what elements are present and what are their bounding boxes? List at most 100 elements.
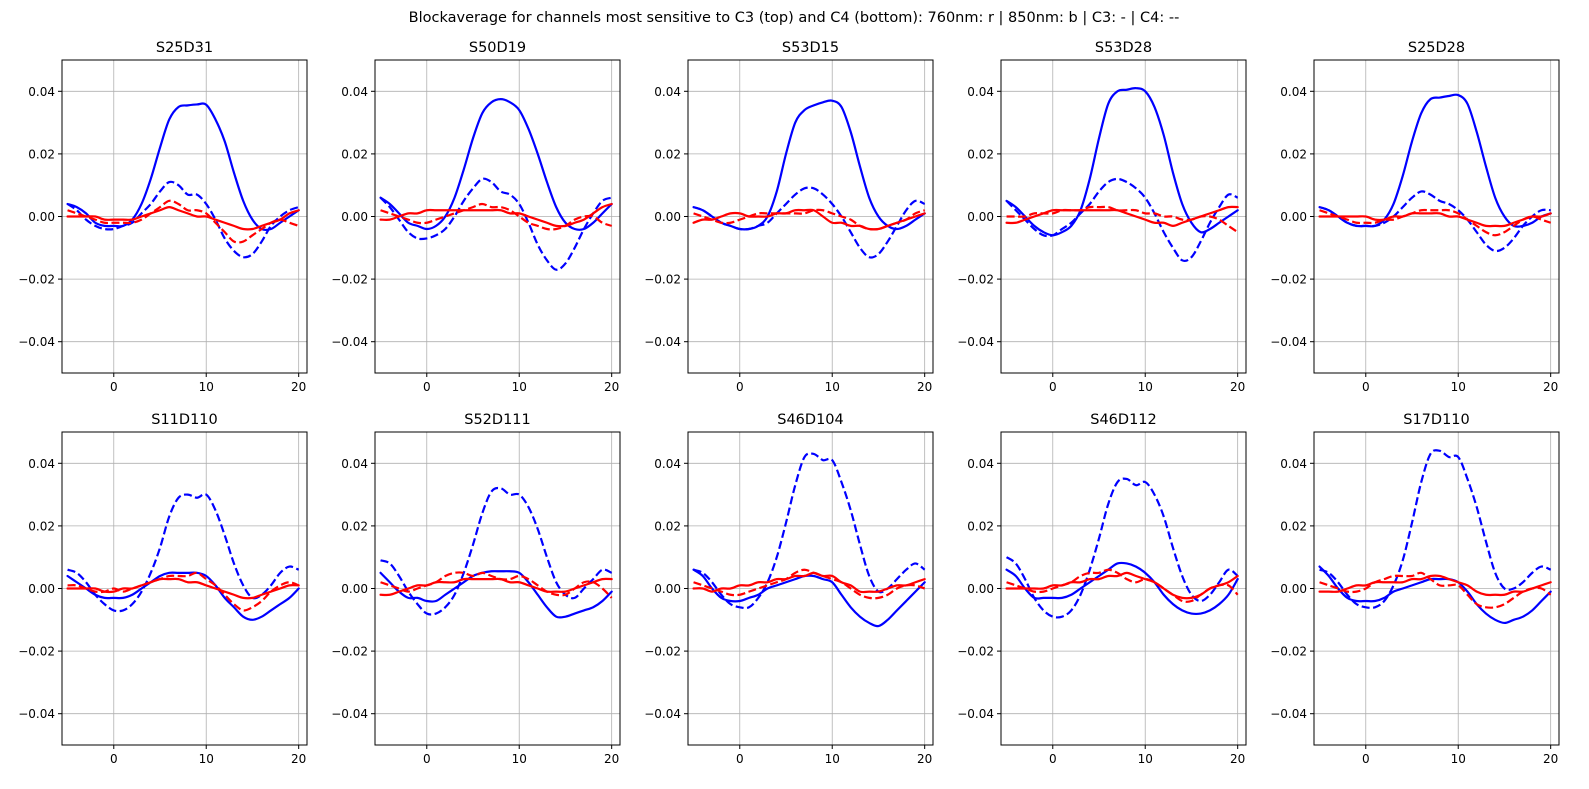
series-line-b-dashed — [1319, 449, 1552, 609]
series-group — [66, 102, 300, 259]
y-tick-label: 0.02 — [1280, 519, 1307, 533]
y-tick-label: 0.00 — [28, 582, 55, 596]
series-group — [1005, 87, 1239, 263]
x-tick-label: 20 — [1543, 380, 1558, 394]
subplot-S53D28: 0 10 20 −0.04 −0.02 0.00 0.02 0.04 S53D28 — [957, 40, 1247, 394]
x-tick-label: 20 — [604, 752, 619, 766]
subplot-S50D19: 0 10 20 −0.04 −0.02 0.00 0.02 0.04 S50D19 — [331, 40, 621, 394]
y-tick-label: 0.04 — [341, 85, 368, 99]
series-line-b-dashed — [379, 177, 613, 271]
series-line-r-dashed — [380, 571, 613, 599]
y-tick-label: −0.04 — [1270, 707, 1307, 721]
subplot-title: S53D28 — [1095, 40, 1152, 56]
x-tick-label: 0 — [110, 752, 118, 766]
y-tick-label: −0.04 — [331, 707, 368, 721]
x-tick-label: 10 — [1451, 380, 1466, 394]
x-tick-label: 10 — [1138, 752, 1153, 766]
series-line-b-dashed — [66, 180, 300, 259]
series-line-r-solid — [379, 202, 613, 228]
x-tick-label: 20 — [1230, 752, 1245, 766]
series-line-b-dashed — [693, 186, 926, 259]
x-tick-label: 10 — [1138, 380, 1153, 394]
subplot-title: S52D111 — [464, 412, 531, 428]
series-group — [692, 452, 926, 628]
y-tick-label: −0.04 — [1270, 335, 1307, 349]
series-line-b-solid — [1318, 565, 1552, 625]
series-line-b-dashed — [380, 486, 613, 616]
series-line-r-dashed — [380, 202, 613, 231]
y-tick-label: 0.00 — [341, 210, 368, 224]
subplot-S11D110: 0 10 20 −0.04 −0.02 0.00 0.02 0.04 S11D110 — [18, 412, 308, 766]
x-tick-label: 20 — [1543, 752, 1558, 766]
y-tick-label: −0.02 — [331, 273, 368, 287]
series-line-b-solid — [692, 568, 926, 628]
subplot-title: S25D31 — [156, 40, 213, 56]
y-tick-label: −0.04 — [331, 335, 368, 349]
series-line-b-solid — [1005, 561, 1239, 616]
series-group — [379, 98, 613, 271]
x-tick-label: 20 — [604, 380, 619, 394]
series-line-r-solid — [66, 206, 300, 231]
y-tick-label: −0.04 — [644, 707, 681, 721]
x-tick-label: 20 — [917, 752, 932, 766]
subplot-title: S50D19 — [469, 40, 526, 56]
series-group — [379, 486, 613, 619]
y-tick-label: −0.02 — [644, 645, 681, 659]
series-group — [1318, 93, 1552, 253]
panels: 0 10 20 −0.04 −0.02 0.00 0.02 0.04 S25D31 0 10 20 −0… — [18, 40, 1560, 766]
y-tick-label: 0.04 — [28, 85, 55, 99]
y-tick-label: −0.02 — [18, 645, 55, 659]
y-tick-label: 0.00 — [654, 210, 681, 224]
series-line-r-dashed — [1319, 571, 1552, 609]
y-tick-label: 0.04 — [1280, 85, 1307, 99]
figure-suptitle: Blockaverage for channels most sensitive… — [409, 10, 1180, 26]
y-tick-label: −0.02 — [957, 645, 994, 659]
y-tick-label: −0.02 — [18, 273, 55, 287]
y-tick-label: 0.00 — [28, 210, 55, 224]
x-tick-label: 10 — [199, 380, 214, 394]
x-tick-label: 10 — [512, 752, 527, 766]
y-tick-label: 0.04 — [654, 457, 681, 471]
subplot-S17D110: 0 10 20 −0.04 −0.02 0.00 0.02 0.04 S17D110 — [1270, 412, 1560, 766]
y-tick-label: 0.02 — [967, 519, 994, 533]
y-tick-label: −0.04 — [957, 335, 994, 349]
series-line-r-dashed — [67, 199, 300, 244]
subplot-S25D28: 0 10 20 −0.04 −0.02 0.00 0.02 0.04 S25D28 — [1270, 40, 1560, 394]
series-group — [692, 99, 926, 259]
y-tick-label: 0.02 — [654, 147, 681, 161]
series-line-r-dashed — [1006, 568, 1239, 603]
series-line-r-dashed — [1319, 208, 1552, 237]
y-tick-label: 0.04 — [967, 457, 994, 471]
y-tick-label: 0.02 — [341, 519, 368, 533]
y-tick-label: 0.02 — [654, 519, 681, 533]
series-line-b-solid — [66, 571, 300, 621]
y-tick-label: −0.04 — [644, 335, 681, 349]
subplot-S46D104: 0 10 20 −0.04 −0.02 0.00 0.02 0.04 S46D104 — [644, 412, 934, 766]
x-tick-label: 20 — [291, 752, 306, 766]
subplot-S46D112: 0 10 20 −0.04 −0.02 0.00 0.02 0.04 S46D112 — [957, 412, 1247, 766]
y-tick-label: 0.04 — [967, 85, 994, 99]
subplot-title: S25D28 — [1408, 40, 1465, 56]
series-group — [1318, 449, 1552, 625]
y-tick-label: 0.02 — [967, 147, 994, 161]
series-line-r-dashed — [67, 571, 300, 612]
series-line-r-solid — [692, 571, 926, 594]
x-tick-label: 0 — [1362, 380, 1370, 394]
subplot-title: S53D15 — [782, 40, 839, 56]
y-tick-label: −0.04 — [18, 335, 55, 349]
x-tick-label: 10 — [199, 752, 214, 766]
series-line-r-solid — [1318, 574, 1552, 597]
x-tick-label: 0 — [1049, 752, 1057, 766]
subplot-S53D15: 0 10 20 −0.04 −0.02 0.00 0.02 0.04 S53D15 — [644, 40, 934, 394]
y-tick-label: −0.02 — [644, 273, 681, 287]
series-group — [66, 493, 300, 621]
subplot-S52D111: 0 10 20 −0.04 −0.02 0.00 0.02 0.04 S52D111 — [331, 412, 621, 766]
y-tick-label: 0.04 — [28, 457, 55, 471]
y-tick-label: 0.00 — [654, 582, 681, 596]
x-tick-label: 10 — [512, 380, 527, 394]
x-tick-label: 0 — [423, 752, 431, 766]
x-tick-label: 0 — [1049, 380, 1057, 394]
x-tick-label: 0 — [1362, 752, 1370, 766]
y-tick-label: 0.02 — [1280, 147, 1307, 161]
